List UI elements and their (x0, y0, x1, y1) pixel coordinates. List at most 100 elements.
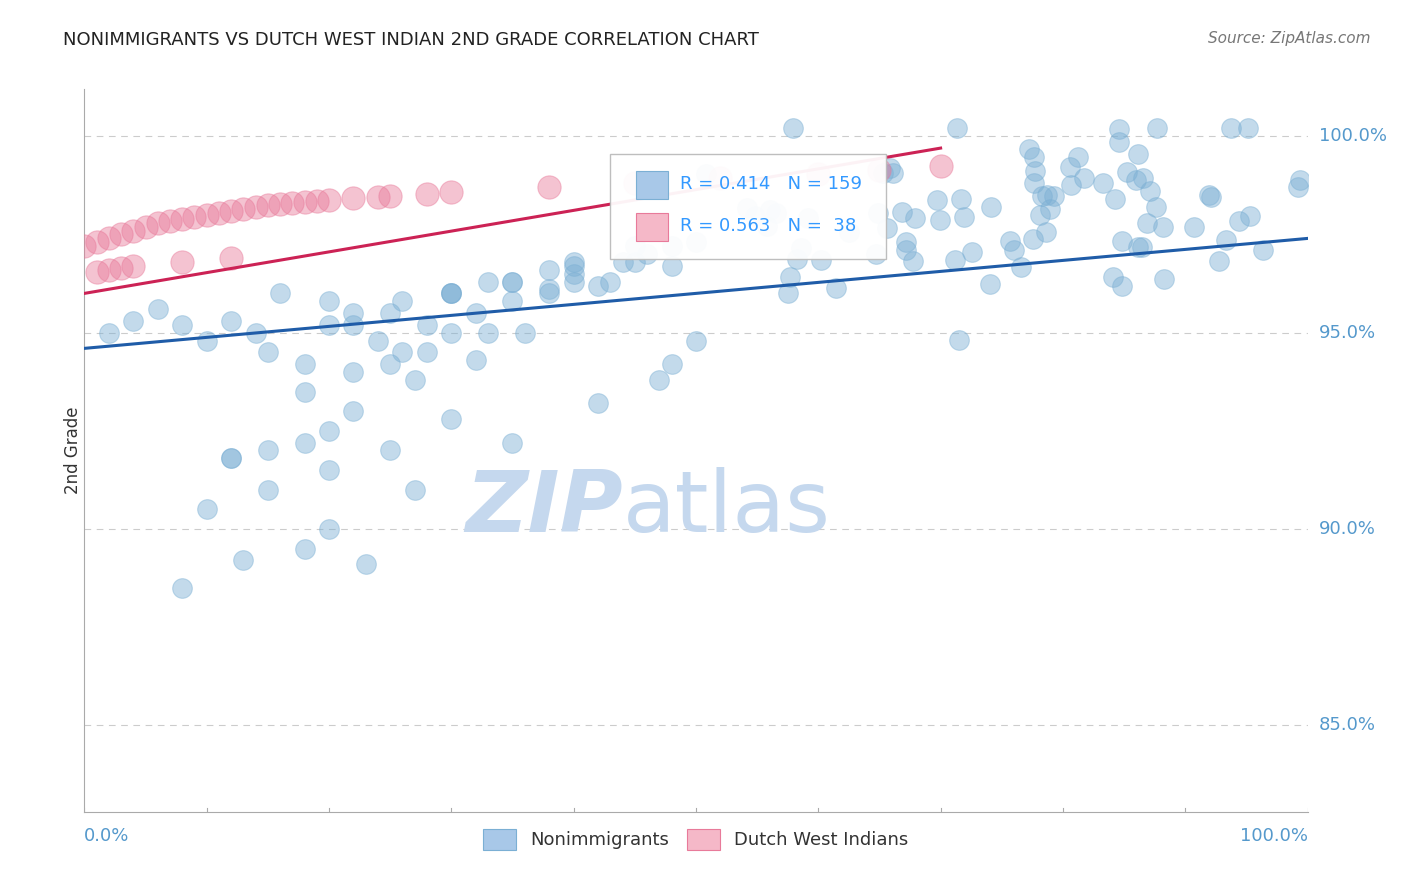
Point (380, 306, 402, 320)
Point (97, 326, 120, 340)
Point (1101, 270, 1123, 285)
Point (440, 412, 463, 426)
Point (1002, 244, 1025, 258)
Point (1031, 189, 1053, 203)
Point (1018, 142, 1040, 156)
Point (502, 435, 524, 450)
Point (380, 357, 402, 371)
Point (416, 345, 439, 359)
FancyBboxPatch shape (610, 154, 886, 259)
Point (97, 262, 120, 277)
Point (1199, 190, 1222, 204)
Point (894, 243, 917, 257)
Point (354, 558, 377, 572)
FancyBboxPatch shape (636, 213, 668, 241)
Point (318, 193, 340, 207)
Point (1139, 184, 1161, 198)
Point (807, 167, 830, 181)
Point (219, 203, 242, 218)
Point (257, 483, 280, 497)
Point (562, 267, 585, 281)
Point (318, 294, 340, 309)
Point (146, 216, 169, 230)
Point (110, 227, 132, 242)
Point (624, 239, 647, 253)
Point (477, 326, 499, 340)
Point (929, 159, 952, 173)
Text: 95.0%: 95.0% (1319, 324, 1376, 342)
Point (1220, 121, 1243, 136)
Point (1144, 200, 1167, 214)
Point (269, 197, 291, 211)
Point (440, 286, 463, 301)
Point (735, 201, 758, 215)
Point (786, 252, 808, 266)
Point (367, 190, 389, 204)
Point (440, 326, 463, 340)
Point (872, 166, 894, 180)
Point (208, 206, 231, 220)
Point (758, 203, 780, 218)
Point (86, 265, 108, 279)
Point (1010, 260, 1032, 274)
Point (796, 211, 818, 226)
Point (97, 231, 120, 245)
Point (562, 259, 585, 273)
Point (86, 235, 108, 250)
Point (648, 373, 671, 387)
Point (1128, 146, 1150, 161)
Point (172, 255, 194, 269)
Point (219, 451, 242, 466)
Point (538, 180, 561, 194)
Text: Source: ZipAtlas.com: Source: ZipAtlas.com (1208, 31, 1371, 46)
Point (477, 275, 499, 289)
Point (1153, 272, 1175, 286)
Point (945, 252, 967, 267)
Point (318, 463, 340, 477)
Point (1236, 121, 1258, 136)
Point (1022, 150, 1045, 164)
Point (502, 275, 524, 289)
Point (172, 581, 194, 595)
Text: 85.0%: 85.0% (1319, 716, 1375, 734)
Point (219, 451, 242, 466)
Point (869, 162, 891, 177)
Point (416, 318, 439, 332)
Point (195, 502, 218, 516)
Point (1111, 279, 1133, 293)
Point (110, 260, 132, 275)
Point (894, 235, 917, 249)
Point (1125, 173, 1147, 187)
Point (440, 286, 463, 301)
Point (1239, 209, 1261, 223)
Point (440, 185, 463, 199)
Text: NONIMMIGRANTS VS DUTCH WEST INDIAN 2ND GRADE CORRELATION CHART: NONIMMIGRANTS VS DUTCH WEST INDIAN 2ND G… (63, 31, 759, 49)
Point (1126, 240, 1149, 254)
Point (172, 211, 194, 226)
Text: R = 0.414   N = 159: R = 0.414 N = 159 (681, 175, 862, 193)
Point (122, 314, 145, 328)
Point (294, 384, 316, 399)
Point (838, 225, 860, 239)
Point (318, 424, 340, 438)
Point (1073, 170, 1095, 185)
Point (695, 167, 717, 181)
Point (135, 219, 157, 234)
Point (281, 196, 304, 211)
Point (404, 373, 426, 387)
Point (342, 306, 364, 320)
Point (866, 206, 889, 220)
Text: 100.0%: 100.0% (1240, 828, 1308, 846)
Point (318, 522, 340, 536)
FancyBboxPatch shape (636, 171, 668, 199)
Point (1198, 187, 1220, 202)
Point (502, 294, 524, 309)
Point (391, 345, 413, 359)
Text: ZIP: ZIP (465, 467, 623, 549)
Point (927, 193, 949, 207)
Point (159, 213, 181, 227)
Point (1108, 135, 1130, 149)
Point (1036, 188, 1059, 202)
Point (709, 171, 731, 186)
Point (950, 192, 973, 206)
